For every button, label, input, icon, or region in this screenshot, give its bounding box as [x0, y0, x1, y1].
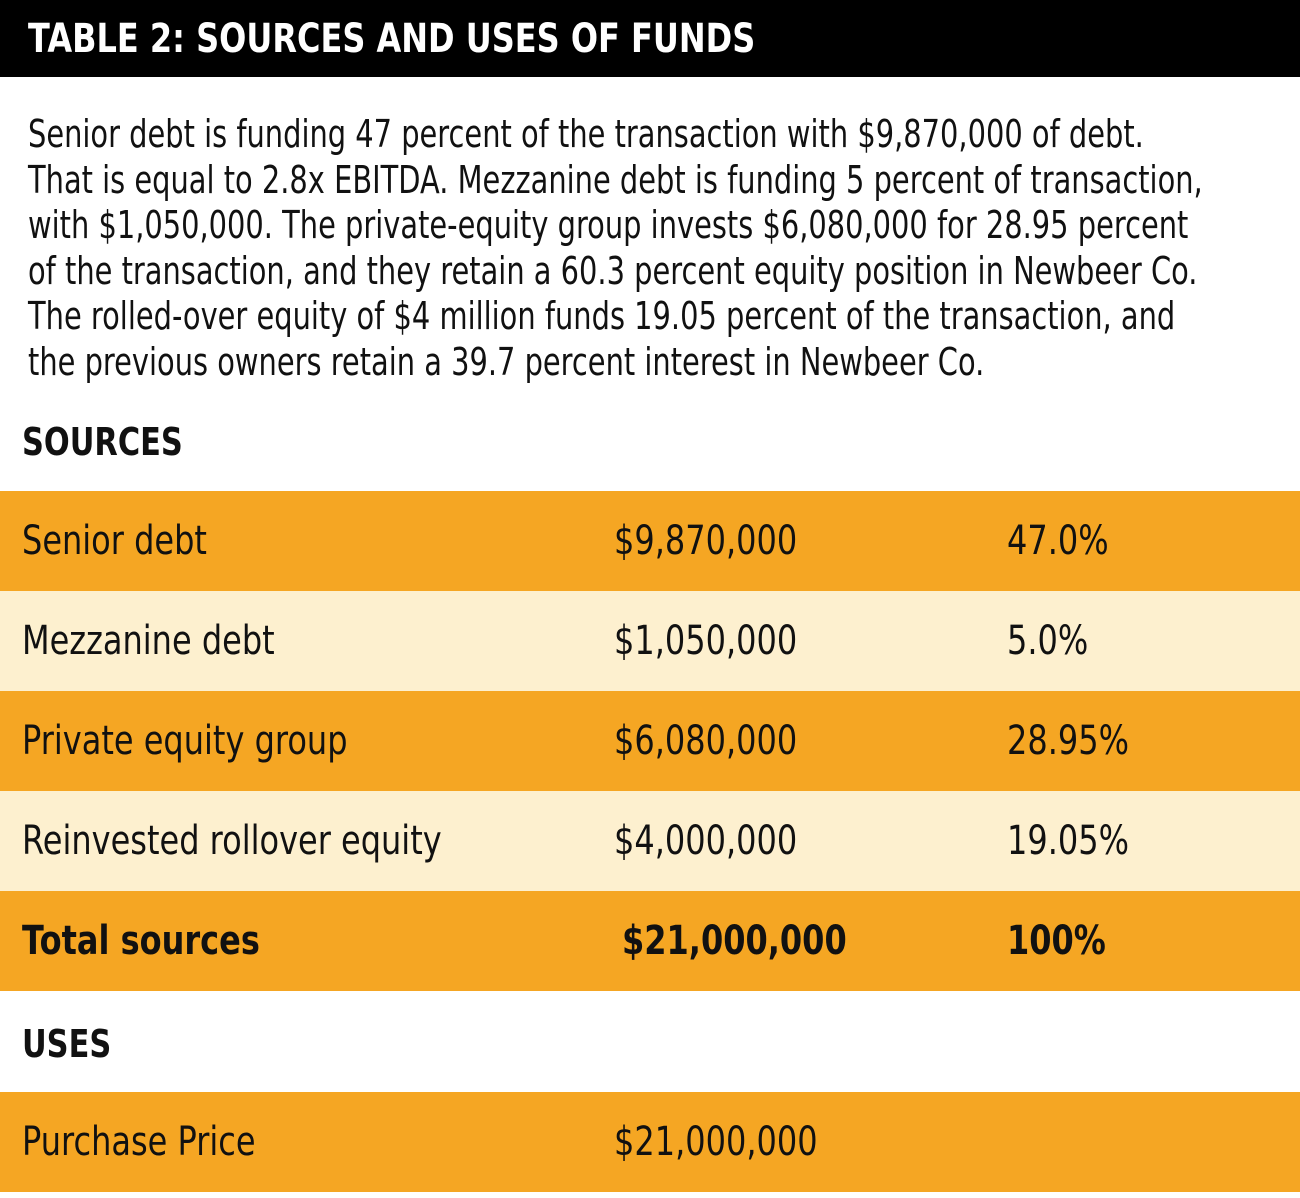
- cell: Purchase Price: [22, 1092, 314, 1192]
- description-line: of the transaction, and they retain a 60…: [28, 248, 1198, 293]
- table-row: Purchase Price $21,000,000: [0, 1092, 1300, 1192]
- cell-text: 47.0%: [1007, 518, 1109, 564]
- cell-text: $21,000,000: [622, 918, 847, 964]
- section-heading: USES: [22, 1022, 134, 1066]
- total-row: Total sources $21,000,000 100%: [0, 891, 1300, 991]
- cell-text: $9,870,000: [614, 518, 798, 564]
- cell-text: Purchase Price: [22, 1119, 256, 1165]
- cell-text: Private equity group: [22, 718, 348, 764]
- cell: $1,050,000: [614, 591, 843, 691]
- section-heading: SOURCES: [22, 420, 223, 464]
- cell-text: $4,000,000: [614, 818, 798, 864]
- header-bar: TABLE 2: SOURCES AND USES OF FUNDS: [0, 0, 1300, 77]
- description-line: That is equal to 2.8x EBITDA. Mezzanine …: [28, 157, 1203, 202]
- cell-text: 28.95%: [1007, 718, 1130, 764]
- cell: $9,870,000: [614, 491, 843, 591]
- cell: $21,000,000: [622, 891, 903, 991]
- cell-text: $21,000,000: [614, 1119, 818, 1165]
- description: Senior debt is funding 47 percent of the…: [28, 112, 1300, 386]
- description-line: The rolled-over equity of $4 million fun…: [28, 294, 1176, 339]
- cell-text: 19.05%: [1007, 818, 1130, 864]
- cell-text: Senior debt: [22, 518, 207, 564]
- cell: Reinvested rollover equity: [22, 791, 547, 891]
- cell-text: $1,050,000: [614, 618, 798, 664]
- cell-text: $6,080,000: [614, 718, 798, 764]
- cell: 5.0%: [1007, 591, 1109, 691]
- description-line: Senior debt is funding 47 percent of the…: [28, 112, 1144, 156]
- heading-text: SOURCES: [22, 420, 183, 464]
- cell-text: 100%: [1007, 918, 1106, 964]
- heading-text: USES: [22, 1022, 112, 1066]
- cell: $21,000,000: [614, 1092, 868, 1192]
- cell: 100%: [1007, 891, 1131, 991]
- cell: Senior debt: [22, 491, 253, 591]
- cell: $4,000,000: [614, 791, 843, 891]
- cell-text: Total sources: [22, 918, 260, 964]
- cell: Total sources: [22, 891, 319, 991]
- cell-text: Reinvested rollover equity: [22, 818, 442, 864]
- cell: Private equity group: [22, 691, 429, 791]
- title: TABLE 2: SOURCES AND USES OF FUNDS: [28, 16, 756, 62]
- table-row: Reinvested rollover equity $4,000,000 19…: [0, 791, 1300, 891]
- cell: Mezzanine debt: [22, 591, 338, 691]
- table-row: Private equity group $6,080,000 28.95%: [0, 691, 1300, 791]
- cell: 28.95%: [1007, 691, 1160, 791]
- cell-text: Mezzanine debt: [22, 618, 275, 664]
- description-line: with $1,050,000. The private-equity grou…: [28, 203, 1189, 248]
- table-row: Senior debt $9,870,000 47.0%: [0, 491, 1300, 591]
- description-line: the previous owners retain a 39.7 percen…: [28, 339, 985, 384]
- cell: 47.0%: [1007, 491, 1134, 591]
- cell: $6,080,000: [614, 691, 843, 791]
- cell: 19.05%: [1007, 791, 1160, 891]
- table-row: Mezzanine debt $1,050,000 5.0%: [0, 591, 1300, 691]
- cell-text: 5.0%: [1007, 618, 1089, 664]
